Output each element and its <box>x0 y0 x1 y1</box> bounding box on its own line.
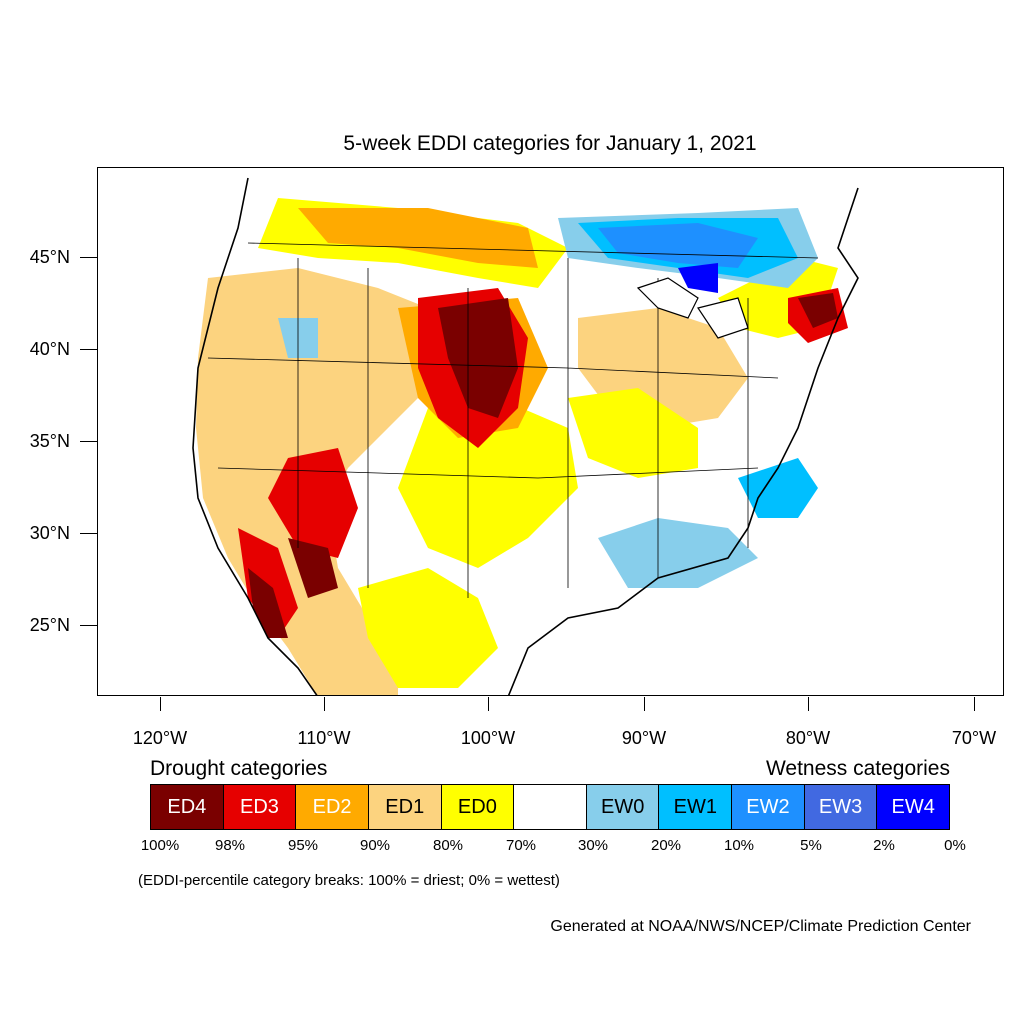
legend-near-normal <box>514 785 587 829</box>
great-lakes-outline <box>636 277 749 339</box>
pct-break-4: 80% <box>432 837 464 854</box>
ew0-region-southeast <box>598 518 758 588</box>
legend-ew2-label: EW2 <box>746 795 790 818</box>
category-legend: ED4 ED3 ED2 ED1 ED0 EW0 EW1 EW2 EW3 EW4 <box>150 784 950 830</box>
lon-tick-120 <box>160 697 161 711</box>
ew2-region-great-lakes <box>598 223 758 268</box>
state-boundaries <box>207 242 819 598</box>
ed0-region-midwest <box>568 388 698 478</box>
lat-tick-25 <box>80 625 97 626</box>
lat-label-25: 25°N <box>29 615 70 635</box>
ed2-region-north <box>298 208 538 268</box>
lat-tick-35 <box>80 441 97 442</box>
pct-break-10: 2% <box>873 837 895 854</box>
ed0-region-southwest <box>358 568 498 688</box>
legend-ew1-label: EW1 <box>673 795 717 818</box>
pct-break-1: 98% <box>214 837 246 854</box>
category-breaks-note: (EDDI-percentile category breaks: 100% =… <box>138 872 560 889</box>
lat-label-40: 40°N <box>29 339 70 359</box>
pct-break-9: 5% <box>800 837 822 854</box>
map-title: 5-week EDDI categories for January 1, 20… <box>343 132 757 155</box>
ed4-region-northeast <box>798 293 838 328</box>
lon-tick-80 <box>808 697 809 711</box>
pct-break-0: 100% <box>140 837 180 854</box>
pct-break-11: 0% <box>944 837 966 854</box>
legend-ed2: ED2 <box>296 785 369 829</box>
legend-ew4-label: EW4 <box>891 795 935 818</box>
wetness-categories-heading: Wetness categories <box>765 757 950 780</box>
lat-label-30: 30°N <box>29 523 70 543</box>
lon-label-100: 100°W <box>460 728 516 748</box>
legend-ew4: EW4 <box>877 785 950 829</box>
legend-ed3: ED3 <box>223 785 297 829</box>
eddi-map-graphic <box>192 177 859 695</box>
ed4-region-plains <box>438 298 518 418</box>
lon-tick-100 <box>488 697 489 711</box>
lat-label-35: 35°N <box>29 431 70 451</box>
legend-ew3-label: EW3 <box>818 795 863 818</box>
lon-label-120: 120°W <box>132 728 188 748</box>
pct-break-2: 95% <box>287 837 319 854</box>
ed0-region-plains <box>398 398 578 568</box>
pct-break-7: 20% <box>650 837 682 854</box>
pct-break-5: 70% <box>505 837 537 854</box>
eddi-map <box>97 167 1004 696</box>
lon-tick-90 <box>644 697 645 711</box>
ew4-region-great-lakes <box>678 263 718 293</box>
legend-ew2: EW2 <box>732 785 805 829</box>
legend-ew0: EW0 <box>586 785 660 829</box>
pct-break-3: 90% <box>359 837 391 854</box>
legend-ed2-label: ED2 <box>312 795 352 818</box>
ed4-region-baja <box>248 568 288 638</box>
legend-ed3-label: ED3 <box>240 795 279 818</box>
lat-label-45: 45°N <box>29 247 70 267</box>
ed3-region-baja <box>238 528 298 638</box>
legend-ew0-label: EW0 <box>600 795 645 818</box>
pct-break-6: 30% <box>577 837 609 854</box>
legend-ed1: ED1 <box>368 785 442 829</box>
lon-tick-110 <box>324 697 325 711</box>
lon-tick-70 <box>974 697 975 711</box>
legend-ed4: ED4 <box>151 785 224 829</box>
coastline-outline <box>192 177 859 695</box>
legend-ed4-label: ED4 <box>167 795 207 818</box>
ed4-region-southwest <box>288 538 338 598</box>
lon-label-90: 90°W <box>621 728 667 748</box>
legend-ed0-label: ED0 <box>457 795 497 818</box>
lat-tick-30 <box>80 533 97 534</box>
ew1-region-carolinas <box>738 458 818 518</box>
drought-categories-heading: Drought categories <box>150 757 328 780</box>
legend-ew1: EW1 <box>659 785 733 829</box>
lat-tick-40 <box>80 349 97 350</box>
lon-label-110: 110°W <box>297 728 351 748</box>
credit-line: Generated at NOAA/NWS/NCEP/Climate Predi… <box>550 918 971 935</box>
legend-ew3: EW3 <box>804 785 878 829</box>
lon-label-70: 70°W <box>951 728 997 748</box>
lon-label-80: 80°W <box>785 728 831 748</box>
lat-tick-45 <box>80 257 97 258</box>
ed3-region-southwest <box>268 448 358 558</box>
legend-ed1-label: ED1 <box>385 795 425 818</box>
pct-break-8: 10% <box>723 837 755 854</box>
legend-ed0: ED0 <box>441 785 515 829</box>
